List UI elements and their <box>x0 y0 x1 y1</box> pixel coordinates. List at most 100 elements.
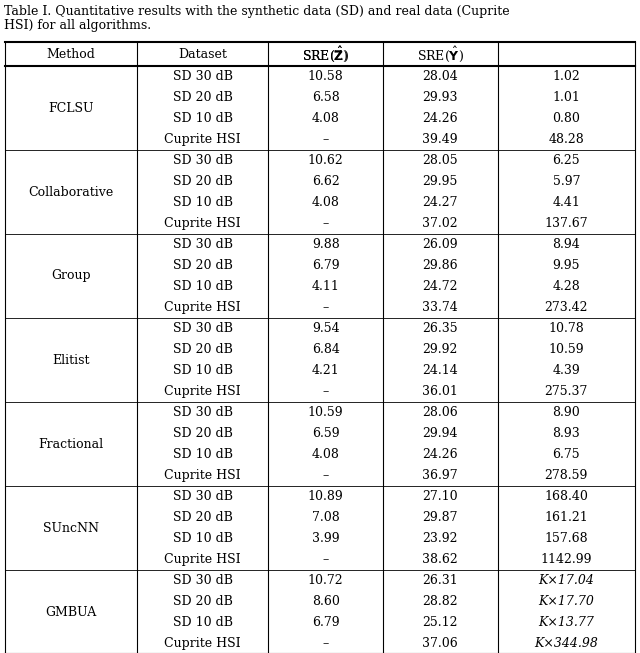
Text: 4.41: 4.41 <box>552 196 580 209</box>
Text: 6.84: 6.84 <box>312 343 340 356</box>
Text: 29.86: 29.86 <box>422 259 458 272</box>
Text: 24.26: 24.26 <box>422 112 458 125</box>
Text: 29.94: 29.94 <box>422 427 458 440</box>
Text: 9.88: 9.88 <box>312 238 340 251</box>
Text: SD 20 dB: SD 20 dB <box>173 175 232 188</box>
Text: 26.09: 26.09 <box>422 238 458 251</box>
Text: 273.42: 273.42 <box>545 301 588 314</box>
Text: SD 10 dB: SD 10 dB <box>173 280 232 293</box>
Text: 37.02: 37.02 <box>422 217 458 230</box>
Text: 6.79: 6.79 <box>312 259 340 272</box>
Text: 36.97: 36.97 <box>422 469 458 482</box>
Text: 1.02: 1.02 <box>552 70 580 83</box>
Text: 1142.99: 1142.99 <box>541 553 592 566</box>
Text: 10.72: 10.72 <box>308 574 344 587</box>
Text: 26.31: 26.31 <box>422 574 458 587</box>
Text: Group: Group <box>51 270 91 283</box>
Text: Cuprite HSI: Cuprite HSI <box>164 637 241 650</box>
Text: 29.95: 29.95 <box>422 175 458 188</box>
Text: Cuprite HSI: Cuprite HSI <box>164 217 241 230</box>
Text: –: – <box>323 133 329 146</box>
Text: 29.93: 29.93 <box>422 91 458 104</box>
Text: SD 20 dB: SD 20 dB <box>173 91 232 104</box>
Text: –: – <box>323 469 329 482</box>
Text: 39.49: 39.49 <box>422 133 458 146</box>
Text: SRE($\hat{\bf Y}$): SRE($\hat{\bf Y}$) <box>417 44 464 63</box>
Text: 3.99: 3.99 <box>312 532 340 545</box>
Text: 5.97: 5.97 <box>552 175 580 188</box>
Text: Table I. Quantitative results with the synthetic data (SD) and real data (Cuprit: Table I. Quantitative results with the s… <box>4 5 509 18</box>
Text: Elitist: Elitist <box>52 353 90 366</box>
Text: SD 30 dB: SD 30 dB <box>173 574 232 587</box>
Text: Cuprite HSI: Cuprite HSI <box>164 553 241 566</box>
Text: 24.14: 24.14 <box>422 364 458 377</box>
Text: Cuprite HSI: Cuprite HSI <box>164 385 241 398</box>
Text: 10.89: 10.89 <box>308 490 344 503</box>
Text: SD 10 dB: SD 10 dB <box>173 364 232 377</box>
Text: SD 10 dB: SD 10 dB <box>173 532 232 545</box>
Text: 28.04: 28.04 <box>422 70 458 83</box>
Text: Cuprite HSI: Cuprite HSI <box>164 469 241 482</box>
Text: 6.79: 6.79 <box>312 616 340 629</box>
Text: FCLSU: FCLSU <box>48 101 93 114</box>
Text: 6.59: 6.59 <box>312 427 340 440</box>
Text: 4.28: 4.28 <box>552 280 580 293</box>
Text: 137.67: 137.67 <box>545 217 588 230</box>
Text: SD 20 dB: SD 20 dB <box>173 427 232 440</box>
Text: 27.10: 27.10 <box>422 490 458 503</box>
Text: Method: Method <box>47 48 95 61</box>
Text: Dataset: Dataset <box>178 48 227 61</box>
Text: 24.26: 24.26 <box>422 448 458 461</box>
Text: 8.93: 8.93 <box>552 427 580 440</box>
Text: K×17.04: K×17.04 <box>538 574 594 587</box>
Text: 24.72: 24.72 <box>422 280 458 293</box>
Text: Cuprite HSI: Cuprite HSI <box>164 133 241 146</box>
Text: –: – <box>323 553 329 566</box>
Text: –: – <box>323 385 329 398</box>
Text: 4.08: 4.08 <box>312 112 340 125</box>
Text: 4.11: 4.11 <box>312 280 340 293</box>
Text: K×17.70: K×17.70 <box>538 595 594 608</box>
Text: 7.08: 7.08 <box>312 511 340 524</box>
Text: 24.27: 24.27 <box>422 196 458 209</box>
Text: 4.08: 4.08 <box>312 448 340 461</box>
Text: 10.58: 10.58 <box>308 70 344 83</box>
Text: Cuprite HSI: Cuprite HSI <box>164 301 241 314</box>
Text: SD 30 dB: SD 30 dB <box>173 70 232 83</box>
Text: 4.08: 4.08 <box>312 196 340 209</box>
Text: SD 20 dB: SD 20 dB <box>173 259 232 272</box>
Text: 6.62: 6.62 <box>312 175 340 188</box>
Text: GMBUA: GMBUA <box>45 605 97 618</box>
Text: 28.06: 28.06 <box>422 406 458 419</box>
Text: 29.87: 29.87 <box>422 511 458 524</box>
Text: 8.60: 8.60 <box>312 595 340 608</box>
Text: K×344.98: K×344.98 <box>534 637 598 650</box>
Text: 29.92: 29.92 <box>422 343 458 356</box>
Text: 36.01: 36.01 <box>422 385 458 398</box>
Text: Collaborative: Collaborative <box>28 185 113 199</box>
Text: SD 30 dB: SD 30 dB <box>173 238 232 251</box>
Text: SD 20 dB: SD 20 dB <box>173 511 232 524</box>
Text: 10.59: 10.59 <box>548 343 584 356</box>
Text: 161.21: 161.21 <box>545 511 588 524</box>
Text: 4.39: 4.39 <box>552 364 580 377</box>
Text: SD 10 dB: SD 10 dB <box>173 616 232 629</box>
Text: 1.01: 1.01 <box>552 91 580 104</box>
Text: 0.80: 0.80 <box>552 112 580 125</box>
Text: SRE($\mathdefault{\hat{Z}}$): SRE($\mathdefault{\hat{Z}}$) <box>303 44 349 63</box>
Text: 168.40: 168.40 <box>545 490 588 503</box>
Text: SD 20 dB: SD 20 dB <box>173 343 232 356</box>
Text: 26.35: 26.35 <box>422 322 458 335</box>
Text: SUncNN: SUncNN <box>43 522 99 535</box>
Text: SD 20 dB: SD 20 dB <box>173 595 232 608</box>
Text: –: – <box>323 217 329 230</box>
Text: 48.28: 48.28 <box>548 133 584 146</box>
Text: K×13.77: K×13.77 <box>538 616 594 629</box>
Text: 157.68: 157.68 <box>545 532 588 545</box>
Text: 33.74: 33.74 <box>422 301 458 314</box>
Text: 28.82: 28.82 <box>422 595 458 608</box>
Text: 6.75: 6.75 <box>552 448 580 461</box>
Text: 23.92: 23.92 <box>422 532 458 545</box>
Text: 4.21: 4.21 <box>312 364 340 377</box>
Text: 6.25: 6.25 <box>552 154 580 167</box>
